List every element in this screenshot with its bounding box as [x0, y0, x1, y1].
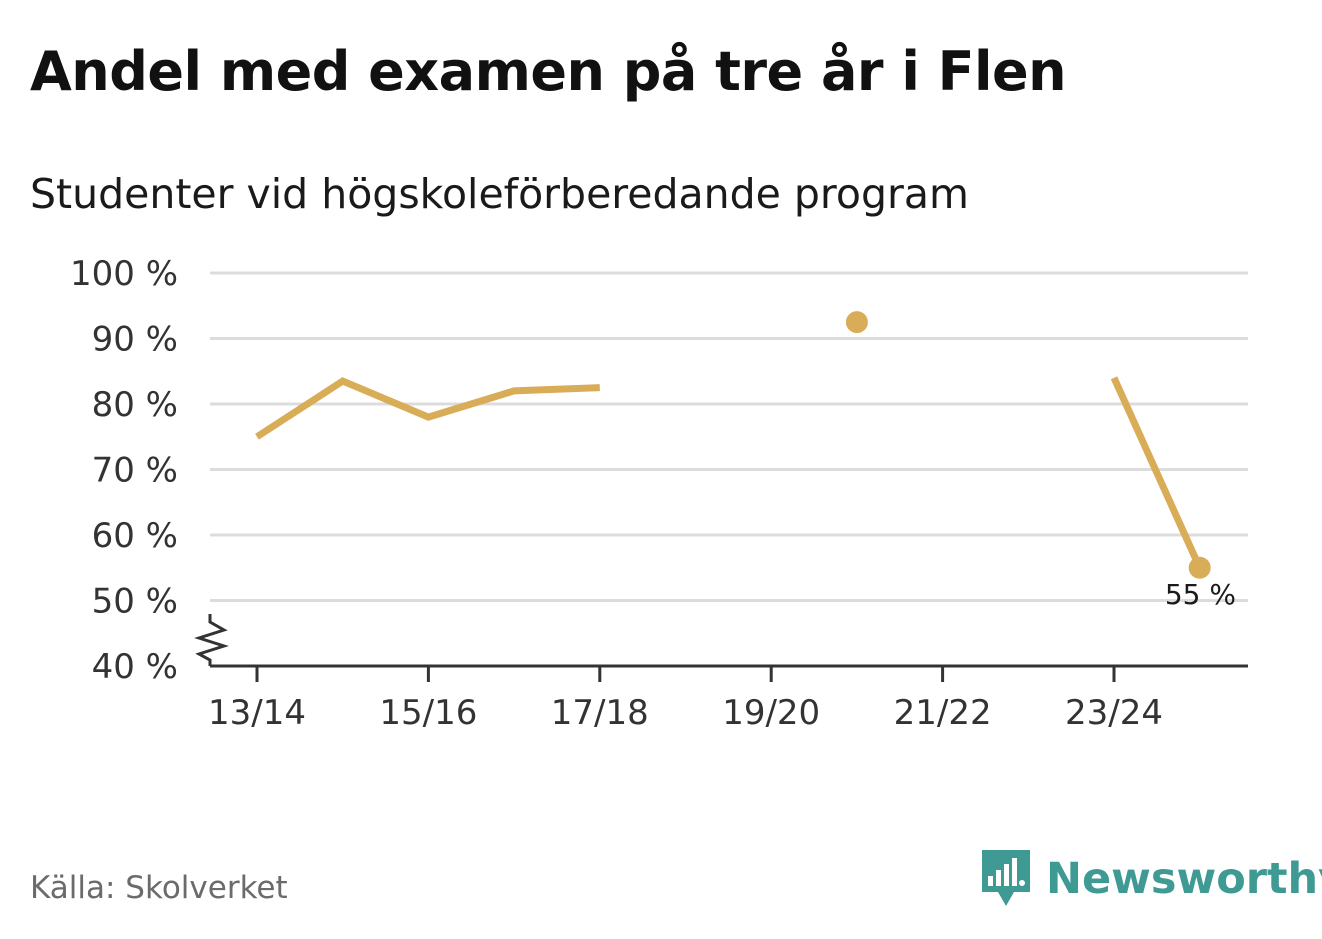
series-line-segment-3: [1110, 376, 1203, 570]
axis-break-zigzag: [194, 614, 229, 666]
series-line-segment-1: [255, 377, 600, 440]
x-tick-label-17-18: 17/18: [551, 693, 649, 733]
x-axis: [210, 664, 1248, 682]
series-points: [845, 311, 1211, 579]
last-value-label: 55 %: [1165, 578, 1236, 611]
axis-break-icon: [194, 614, 229, 666]
gridlines: [210, 271, 1248, 602]
y-tick-label-40: 40 %: [92, 647, 178, 687]
last-value-point: [1188, 556, 1211, 579]
brand-name: Newsworthy: [1046, 854, 1322, 904]
y-tick-label-70: 70 %: [92, 451, 178, 491]
y-tick-label-50: 50 %: [92, 582, 178, 622]
newsworthy-icon: [982, 850, 1030, 906]
y-tick-label-80: 80 %: [92, 385, 178, 425]
chart-subtitle: Studenter vid högskoleförberedande progr…: [30, 170, 969, 218]
x-tick-label-15-16: 15/16: [379, 693, 477, 733]
y-tick-label-60: 60 %: [92, 516, 178, 556]
newsworthy-logo: Newsworthy: [980, 848, 1322, 910]
series-lines: [255, 376, 1203, 570]
x-tick-label-21-22: 21/22: [894, 693, 992, 733]
source-note: Källa: Skolverket: [30, 870, 288, 906]
chart-title: Andel med examen på tre år i Flen: [30, 40, 1067, 103]
y-tick-label-90: 90 %: [92, 320, 178, 360]
x-tick-label-23-24: 23/24: [1065, 693, 1163, 733]
x-axis-tick-labels: 13/14 15/16 17/18 19/20 21/22 23/24: [208, 693, 1163, 733]
x-tick-label-13-14: 13/14: [208, 693, 306, 733]
y-tick-label-100: 100 %: [70, 254, 178, 294]
y-axis-tick-labels: 40 % 50 % 60 % 70 % 80 % 90 % 100 %: [70, 254, 178, 687]
data-labels: 55 %: [1165, 578, 1236, 611]
x-tick-label-19-20: 19/20: [722, 693, 820, 733]
data-point-20-21: [845, 311, 868, 334]
